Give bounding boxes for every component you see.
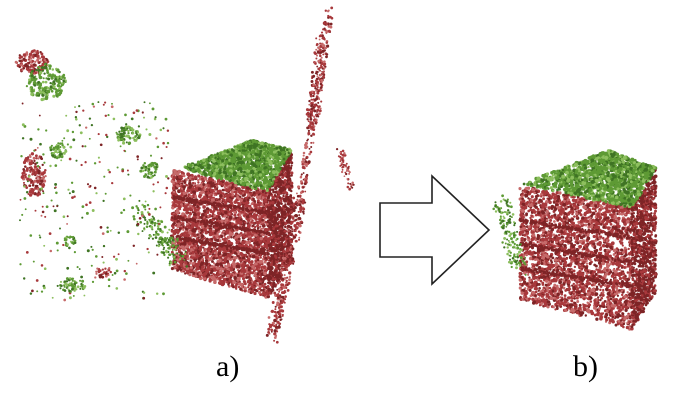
- streak-a-3: [305, 34, 329, 125]
- panel-a-noisy-point-cloud: [14, 6, 355, 344]
- cluster-l-red: [20, 152, 47, 197]
- caption-b: b): [573, 350, 598, 383]
- sparse-green-a: [19, 101, 170, 300]
- layer-line-b-0: [518, 217, 633, 240]
- cluster-tl-red: [14, 49, 50, 76]
- transform-arrow: [379, 174, 491, 286]
- box-top-a: [183, 139, 293, 193]
- cluster-bl-green: [59, 277, 87, 293]
- layer-line-a-0: [172, 194, 268, 216]
- box-side-b: [630, 168, 658, 328]
- cluster-ll-green: [63, 235, 77, 250]
- box-side-a: [266, 151, 294, 299]
- box-front-b: [518, 186, 634, 331]
- green-fringe-b: [492, 194, 527, 276]
- box-top-b: [522, 149, 658, 209]
- cluster-mid-green-2: [139, 161, 159, 180]
- cluster-mid-green: [115, 125, 142, 146]
- caption-a: a): [216, 350, 240, 383]
- right-arrow-icon: [379, 174, 491, 286]
- layer-line-b-2: [519, 266, 634, 289]
- cluster-l-green: [49, 142, 68, 160]
- sparse-red-a: [19, 101, 170, 302]
- cluster-tl-green: [25, 62, 67, 102]
- streak-a-2: [265, 194, 307, 344]
- box-front-a: [170, 168, 270, 299]
- layer-line-b-1: [519, 241, 635, 265]
- panel-b-filtered-point-cloud: [492, 149, 658, 331]
- cluster-bl-red: [95, 266, 112, 279]
- layer-line-a-1: [171, 215, 268, 236]
- streak-a-4: [335, 147, 355, 191]
